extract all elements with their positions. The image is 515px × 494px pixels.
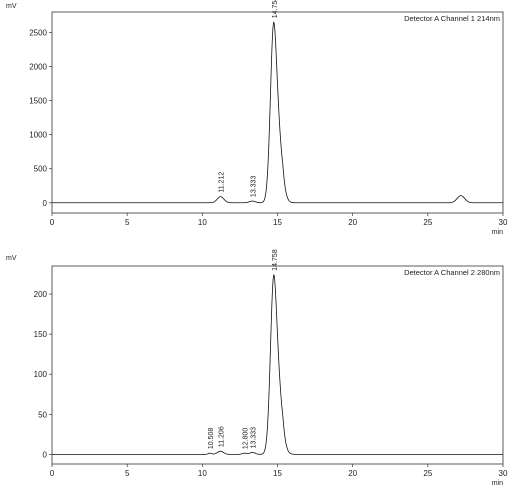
x-tick-label: 0 [50,218,55,227]
x-tick-label: 20 [348,218,357,227]
legend-entry: Detector A Channel 1 214nm [404,14,500,23]
peak-label: 11.206 [218,426,225,447]
y-axis-unit: mV [6,255,17,262]
y-tick-label: 500 [34,165,48,174]
x-axis-unit: min [492,229,503,236]
x-tick-label: 5 [125,218,130,227]
peak-label: 14.758 [272,249,279,271]
x-tick-label: 0 [50,469,55,478]
y-tick-label: 200 [34,290,48,299]
x-tick-label: 15 [273,218,282,227]
x-tick-label: 5 [125,469,130,478]
x-tick-label: 30 [499,469,508,478]
y-axis-unit: mV [6,3,17,10]
x-tick-label: 10 [198,218,207,227]
y-tick-label: 1500 [29,97,47,106]
series-line [52,274,503,455]
x-tick-label: 10 [198,469,207,478]
peak-label: 14.754 [272,0,279,18]
x-tick-label: 30 [499,218,508,227]
y-tick-label: 150 [34,330,48,339]
plot-frame [51,265,504,465]
x-tick-label: 25 [423,218,432,227]
y-tick-label: 1000 [29,131,47,140]
y-tick-label: 100 [34,370,48,379]
peak-label: 13.333 [250,176,257,198]
x-tick-label: 15 [273,469,282,478]
y-tick-label: 0 [43,199,48,208]
y-tick-label: 2000 [29,63,47,72]
plot-frame [51,11,504,214]
peak-label: 11.212 [219,172,226,193]
y-tick-label: 0 [43,450,48,459]
y-tick-label: 50 [38,410,47,419]
x-axis-unit: min [492,480,503,487]
peak-label: 12.800 [242,428,249,450]
peak-label: 13.333 [250,427,257,449]
x-tick-label: 25 [423,469,432,478]
y-tick-label: 2500 [29,28,47,37]
peak-label: 10.508 [208,428,215,450]
x-tick-label: 20 [348,469,357,478]
legend-entry: Detector A Channel 2 280nm [404,268,500,277]
series-line [52,21,503,204]
